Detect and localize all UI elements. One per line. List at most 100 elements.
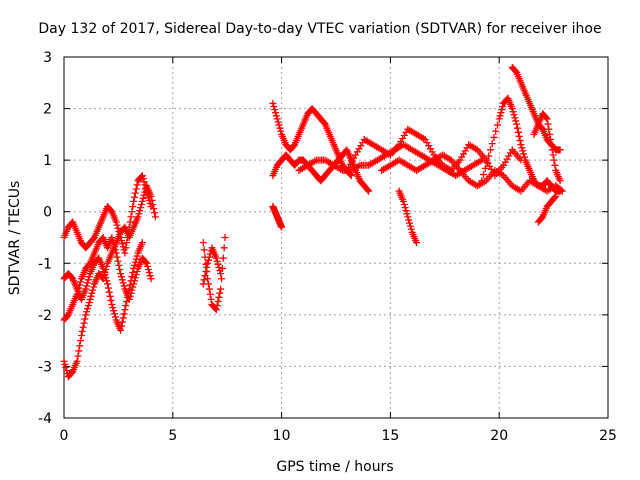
data-point [120, 282, 128, 290]
data-point [126, 218, 134, 226]
data-point [113, 253, 121, 261]
data-point [221, 234, 229, 241]
data-point [119, 279, 127, 287]
data-point [119, 314, 127, 322]
data-point [108, 234, 116, 241]
series-trace-2 [60, 234, 155, 324]
data-point [107, 296, 115, 304]
data-point [220, 244, 228, 252]
data-point [214, 260, 222, 268]
series-trace-16 [530, 110, 564, 185]
data-point [204, 259, 212, 267]
data-point [207, 295, 215, 303]
x-axis-label: GPS time / hours [276, 459, 393, 475]
data-point [552, 192, 560, 200]
data-point [545, 125, 553, 133]
data-point [114, 257, 122, 265]
data-point [141, 181, 149, 189]
data-point [272, 112, 280, 120]
data-point [144, 262, 152, 270]
axis-ticks: 0 5 10 15 20 25 -4 -3 -2 -1 0 1 2 3 [38, 50, 617, 444]
data-point [111, 246, 119, 254]
data-point [113, 221, 121, 229]
data-point [131, 261, 139, 269]
data-point [115, 261, 123, 269]
data-point [84, 276, 92, 284]
data-point [129, 203, 137, 211]
data-point [90, 283, 98, 291]
data-point [121, 249, 129, 257]
data-point [131, 274, 139, 282]
data-point [101, 271, 109, 279]
series-trace-4 [60, 239, 146, 334]
data-point [144, 265, 152, 273]
data-point [78, 327, 86, 335]
data-point [217, 285, 225, 293]
data-point [216, 289, 224, 297]
data-point [203, 263, 211, 271]
data-point [513, 124, 521, 132]
data-point [556, 146, 564, 154]
data-point [365, 187, 373, 195]
y-tick-label: -1 [38, 256, 52, 272]
data-point [364, 186, 372, 194]
data-point [498, 106, 506, 114]
data-point [403, 210, 411, 218]
data-point [549, 151, 557, 159]
data-point [146, 199, 154, 207]
data-point [116, 230, 124, 238]
data-point [79, 323, 87, 331]
data-point [145, 196, 153, 204]
data-point [125, 285, 133, 293]
data-point [402, 207, 410, 215]
data-point [105, 288, 113, 296]
data-point [520, 150, 528, 158]
data-point [132, 185, 140, 193]
data-point [109, 237, 117, 245]
x-tick-label: 20 [490, 428, 508, 444]
data-point [406, 222, 414, 230]
data-point [200, 246, 208, 254]
data-point [137, 200, 145, 208]
data-point [88, 289, 96, 297]
data-point [123, 297, 131, 305]
data-point [130, 264, 138, 272]
data-point [202, 268, 210, 276]
data-point [551, 193, 559, 201]
data-point [126, 281, 134, 289]
data-point [543, 115, 551, 123]
data-point [127, 213, 135, 221]
data-point [83, 308, 91, 316]
data-point [139, 194, 147, 202]
data-point [478, 177, 486, 185]
data-point [199, 280, 207, 288]
data-point [118, 240, 126, 248]
data-point [406, 219, 414, 227]
data-point [556, 177, 564, 185]
data-point [131, 258, 139, 266]
y-tick-label: 3 [43, 50, 52, 66]
data-point [82, 285, 90, 293]
data-point [519, 147, 527, 155]
data-point [110, 243, 118, 251]
data-points [60, 63, 566, 381]
data-point [104, 284, 112, 292]
data-point [147, 203, 155, 211]
series-trace-14 [478, 94, 564, 195]
data-point [76, 342, 84, 350]
data-point [132, 255, 140, 263]
data-point [135, 210, 143, 218]
data-point [273, 115, 281, 123]
data-point [144, 193, 152, 201]
data-point [147, 275, 155, 283]
data-point [85, 298, 93, 306]
data-point [493, 121, 501, 129]
series-trace-13 [395, 187, 421, 247]
data-point [146, 272, 154, 280]
data-point [213, 257, 221, 265]
data-point [140, 178, 148, 186]
data-point [121, 306, 129, 314]
data-point [488, 140, 496, 148]
y-tick-label: -2 [38, 308, 52, 324]
data-point [215, 263, 223, 271]
